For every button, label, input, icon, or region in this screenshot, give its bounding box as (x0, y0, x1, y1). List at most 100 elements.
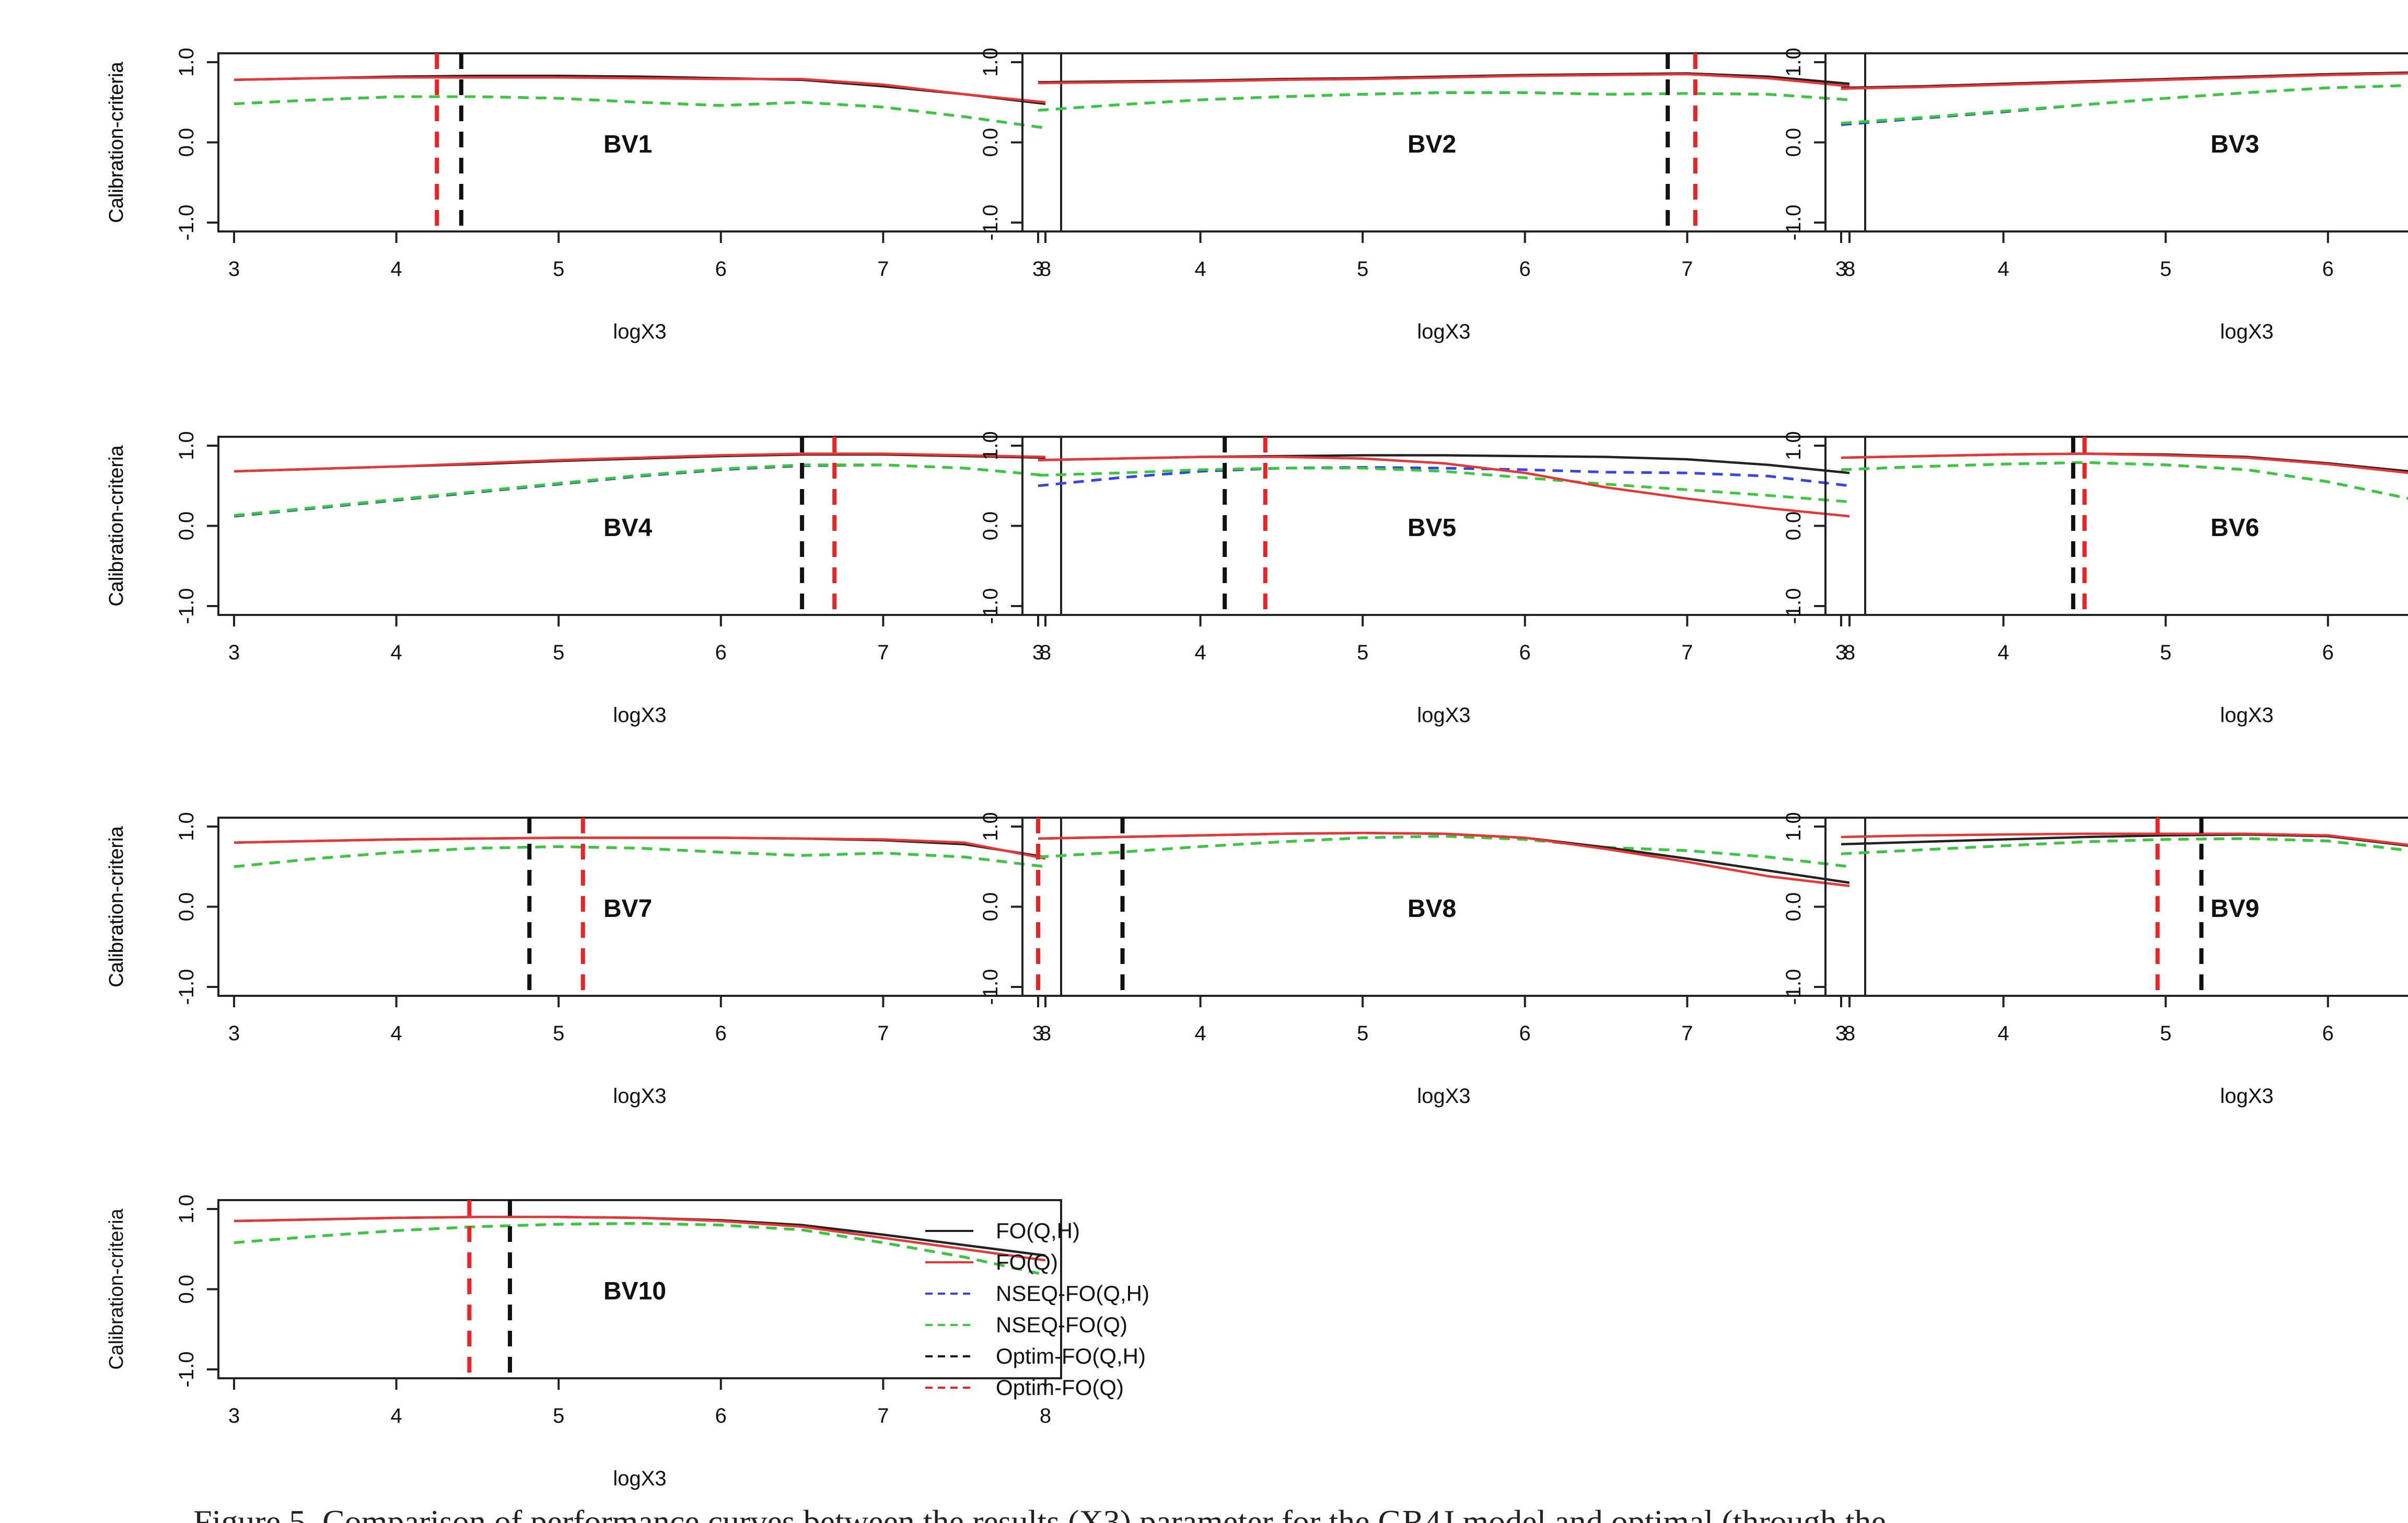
x-tick-label: 3 (228, 1404, 240, 1427)
panel-title: BV9 (2211, 895, 2259, 923)
series-nseq-fo-q (234, 1222, 1046, 1276)
panel-bv10: 3 4 5 6 7 8 -1.0 0.0 1.0 logX3 Calibration-criteri… (106, 1194, 1062, 1490)
series-nseq-fo-qh (1038, 91, 1850, 112)
x-axis-label: logX3 (2220, 320, 2273, 343)
x-tick-label: 8 (1844, 1022, 1855, 1045)
x-tick-label: 5 (2160, 641, 2171, 664)
y-tick-label: -1.0 (175, 1352, 198, 1388)
y-axis-label: Calibration-criteria (106, 61, 127, 223)
panel-bv8: 3 4 5 6 7 8 -1.0 0.0 1.0 logX3 Calibration-criteri… (106, 812, 1866, 1108)
x-tick-label: 5 (2160, 1022, 2171, 1045)
x-tick-label: 3 (1032, 641, 1044, 664)
x-tick-label: 3 (228, 258, 240, 281)
y-axis-label: Calibration-criteria (106, 826, 127, 987)
x-tick-label: 6 (1519, 258, 1531, 281)
y-tick-label: 1.0 (979, 48, 1002, 77)
legend-label: Optim-FO(Q) (996, 1375, 1124, 1400)
panel-bv4: 3 4 5 6 7 8 -1.0 0.0 1.0 logX3 Calibration-criteri… (106, 431, 1062, 727)
panel-bv9: 3 4 5 6 7 8 -1.0 0.0 1.0 logX3 Calibration-criteri… (106, 812, 2408, 1108)
x-tick-label: 6 (715, 1022, 727, 1045)
y-tick-label: 0.0 (1782, 128, 1805, 157)
series-nseq-fo-qh (234, 845, 1046, 868)
y-tick-label: 0.0 (1782, 511, 1805, 541)
x-tick-label: 7 (877, 641, 889, 664)
y-axis-label: Calibration-criteria (106, 826, 127, 987)
series-nseq-fo-qh (234, 95, 1046, 130)
panel-bv7: 3 4 5 6 7 8 -1.0 0.0 1.0 logX3 Calibration-criteri… (106, 812, 1062, 1108)
x-tick-label: 7 (877, 258, 889, 281)
panel-title: BV5 (1407, 514, 1456, 542)
x-tick-label: 8 (1040, 641, 1051, 664)
x-tick-label: 7 (1681, 641, 1693, 664)
x-tick-label: 7 (877, 1404, 889, 1427)
series-fo-q (1841, 832, 2408, 846)
series-fo-q (234, 76, 1046, 104)
series-nseq-fo-q (234, 845, 1046, 868)
legend-label: Optim-FO(Q,H) (996, 1344, 1146, 1368)
x-axis-label: logX3 (613, 1085, 666, 1108)
y-tick-label: 0.0 (979, 892, 1002, 922)
y-tick-label: 1.0 (175, 1194, 198, 1224)
x-tick-label: 6 (2322, 1022, 2334, 1045)
panel-title: BV1 (603, 131, 652, 158)
x-tick-label: 3 (228, 1022, 240, 1045)
series-fo-qh (1841, 833, 2408, 847)
x-tick-label: 5 (553, 1022, 564, 1045)
x-tick-label: 6 (2322, 258, 2334, 281)
y-tick-label: -1.0 (979, 205, 1002, 241)
panel-bv3: 3 4 5 6 7 8 -1.0 0.0 1.0 logX3 Calibration-criteri… (106, 48, 2408, 343)
legend-label: NSEQ-FO(Q,H) (996, 1281, 1149, 1306)
y-tick-label: 1.0 (1782, 431, 1805, 460)
y-tick-label: -1.0 (1782, 588, 1805, 624)
panel-bv1: 3 4 5 6 7 8 -1.0 0.0 1.0 logX3 Calibration-criteri… (106, 48, 1062, 343)
plot-frame (1824, 817, 2408, 997)
series-nseq-fo-qh (1841, 84, 2408, 126)
x-tick-label: 7 (1681, 258, 1693, 281)
panel-bv5: 3 4 5 6 7 8 -1.0 0.0 1.0 logX3 Calibration-criteri… (106, 431, 1866, 727)
x-axis-label: logX3 (1417, 1085, 1470, 1108)
x-tick-label: 6 (715, 641, 727, 664)
x-tick-label: 5 (1357, 1022, 1368, 1045)
x-tick-label: 6 (1519, 1022, 1531, 1045)
x-axis-label: logX3 (613, 1467, 666, 1490)
y-axis-label: Calibration-criteria (106, 445, 127, 606)
series-fo-q (1038, 456, 1850, 518)
x-tick-label: 5 (2160, 258, 2171, 281)
y-tick-label: -1.0 (175, 969, 198, 1005)
y-tick-label: 0.0 (175, 511, 198, 541)
y-axis-label: Calibration-criteria (106, 445, 127, 606)
x-tick-label: 5 (1357, 258, 1368, 281)
x-tick-label: 5 (1357, 641, 1368, 664)
x-axis-label: logX3 (1417, 704, 1470, 727)
y-tick-label: 0.0 (175, 128, 198, 157)
panel-title: BV6 (2211, 514, 2259, 542)
y-axis-label: Calibration-criteria (106, 445, 127, 606)
x-tick-label: 8 (1844, 258, 1855, 281)
series-nseq-fo-qh (234, 1222, 1046, 1276)
series-fo-q (1038, 832, 1850, 887)
y-tick-label: 0.0 (979, 511, 1002, 541)
series-nseq-fo-q (234, 463, 1046, 517)
panel-title: BV3 (2211, 131, 2259, 158)
series-nseq-fo-q (1038, 91, 1850, 112)
panel-title: BV7 (603, 895, 652, 923)
y-axis-label: Calibration-criteria (106, 826, 127, 987)
x-tick-label: 6 (2322, 641, 2334, 664)
series-fo-q (234, 452, 1046, 473)
panel-bv6: 3 4 5 6 7 8 -1.0 0.0 1.0 logX3 Calibration-criteri… (106, 431, 2408, 727)
series-nseq-fo-qh (1038, 834, 1850, 868)
series-nseq-fo-qh (1038, 466, 1850, 487)
legend-label: FO(Q,H) (996, 1218, 1080, 1243)
x-axis-label: logX3 (613, 320, 666, 343)
y-tick-label: 1.0 (175, 48, 198, 77)
x-tick-label: 6 (715, 1404, 727, 1427)
x-axis-label: logX3 (2220, 704, 2273, 727)
panel-title: BV4 (603, 514, 653, 542)
y-tick-label: -1.0 (175, 588, 198, 624)
panel-title: BV8 (1407, 895, 1456, 923)
x-tick-label: 4 (390, 1022, 402, 1045)
y-tick-label: 1.0 (175, 431, 198, 460)
series-fo-qh (1841, 71, 2408, 89)
x-tick-label: 5 (553, 641, 564, 664)
